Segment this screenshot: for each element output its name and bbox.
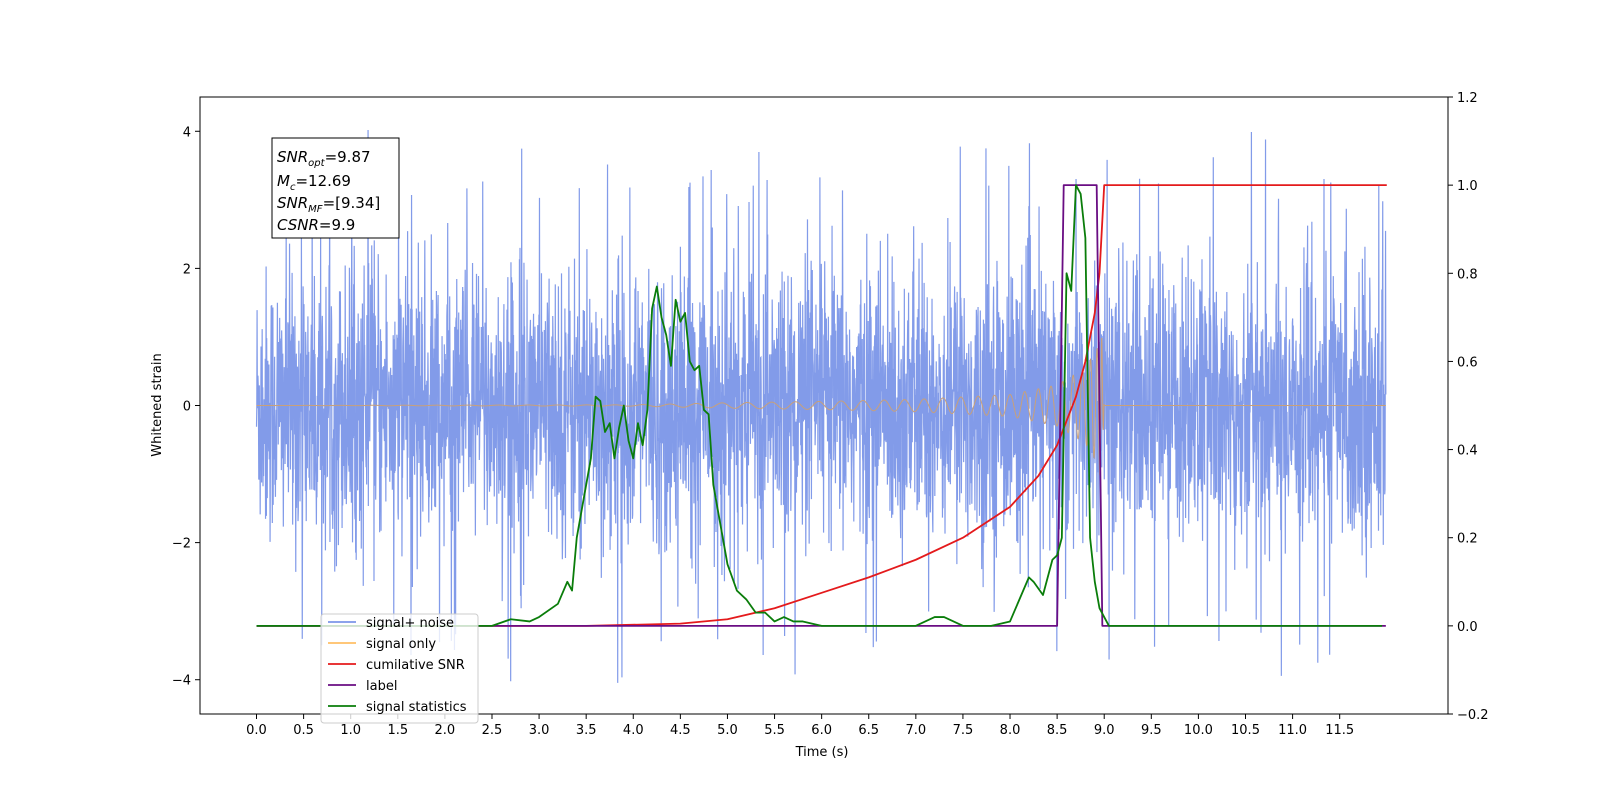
y-right-tick-label: 0.8: [1457, 267, 1478, 282]
x-tick-label: 4.5: [670, 723, 691, 738]
snr-mf-value: =[9.34]: [323, 194, 381, 212]
x-tick-label: 9.0: [1094, 723, 1115, 738]
mc-sub: c: [290, 182, 296, 193]
y-left-tick-label: 2: [183, 262, 191, 277]
x-tick-label: 8.5: [1047, 723, 1068, 738]
y-left-tick-label: 4: [183, 125, 191, 140]
y-right-tick-label: 1.2: [1457, 91, 1478, 106]
snr-opt-value: =9.87: [325, 148, 371, 166]
line-layer: [256, 184, 1387, 627]
y-right-tick-label: 0.2: [1457, 532, 1478, 547]
y-axis-label: Whitened strain: [150, 353, 165, 456]
y-right-tick-label: 0.0: [1457, 620, 1478, 635]
legend-label: signal statistics: [366, 700, 467, 715]
legend-frame: [320, 613, 479, 724]
info-box: SNRopt=9.87 Mc=12.69 SNRMF=[9.34] CSNR=9…: [271, 137, 400, 239]
series-signal-noise: [255, 130, 1387, 683]
info-box-frame: [271, 137, 400, 239]
series-cumulative-snr: [256, 184, 1387, 627]
x-tick-label: 6.5: [858, 723, 879, 738]
legend-label: label: [366, 679, 397, 694]
y-right-axis-ticks: −0.2 0.0 0.2 0.4 0.6 0.8 1.0 1.2: [1448, 91, 1489, 723]
x-axis-label: Time (s): [795, 745, 849, 760]
y-left-tick-label: 0: [183, 400, 191, 415]
x-tick-label: 2.5: [482, 723, 503, 738]
x-tick-label: 11.0: [1278, 723, 1307, 738]
csnr-annotation: CSNR=9.9: [277, 216, 355, 234]
x-tick-label: 0.5: [293, 723, 314, 738]
snr-mf-name: SNR: [277, 194, 308, 212]
x-tick-label: 6.0: [811, 723, 832, 738]
series-signal-only: [256, 337, 1386, 476]
mc-annotation: Mc=12.69: [277, 172, 351, 193]
snr-mf-annotation: SNRMF=[9.34]: [277, 194, 380, 215]
snr-mf-sub: MF: [308, 204, 323, 215]
x-tick-label: 8.0: [1000, 723, 1021, 738]
snr-opt-sub: opt: [308, 158, 325, 169]
x-tick-label: 7.0: [905, 723, 926, 738]
x-tick-label: 7.5: [953, 723, 974, 738]
snr-opt-annotation: SNRopt=9.87: [277, 148, 371, 169]
x-tick-label: 10.5: [1231, 723, 1260, 738]
mc-value: =12.69: [295, 172, 351, 190]
csnr-value: =9.9: [319, 216, 355, 234]
y-left-tick-label: −4: [172, 674, 191, 689]
x-axis-ticks: 0.0 0.5 1.0 1.5 2.0 2.5 3.0 3.5 4.0 4.5 5.0 5.5 6.0 6…: [246, 714, 1354, 738]
y-right-tick-label: 0.4: [1457, 444, 1478, 459]
x-tick-label: 2.0: [435, 723, 456, 738]
series-signal-statistics: [256, 184, 1383, 627]
mc-name: M: [277, 172, 290, 190]
csnr-name: CSNR: [277, 216, 319, 234]
y-right-tick-label: 1.0: [1457, 179, 1478, 194]
y-left-axis-ticks: −4 −2 0 2 4: [172, 125, 200, 689]
x-tick-label: 11.5: [1325, 723, 1354, 738]
x-tick-label: 1.0: [340, 723, 361, 738]
x-tick-label: 3.5: [576, 723, 597, 738]
signal-noise-layer: [255, 130, 1387, 683]
x-tick-label: 1.5: [387, 723, 408, 738]
x-tick-label: 9.5: [1141, 723, 1162, 738]
y-left-tick-label: −2: [172, 537, 191, 552]
snr-opt-name: SNR: [277, 148, 308, 166]
y-right-tick-label: 0.6: [1457, 355, 1478, 370]
x-tick-label: 3.0: [529, 723, 550, 738]
legend: signal+ noise signal only cumilative SNR la…: [320, 613, 479, 724]
x-tick-label: 0.0: [246, 723, 267, 738]
legend-label: signal+ noise: [366, 616, 454, 631]
legend-label: signal only: [366, 637, 436, 652]
y-right-tick-label: −0.2: [1457, 708, 1489, 723]
x-tick-label: 5.5: [764, 723, 785, 738]
x-tick-label: 4.0: [623, 723, 644, 738]
x-tick-label: 5.0: [717, 723, 738, 738]
x-tick-label: 10.0: [1184, 723, 1213, 738]
legend-label: cumilative SNR: [366, 658, 465, 673]
